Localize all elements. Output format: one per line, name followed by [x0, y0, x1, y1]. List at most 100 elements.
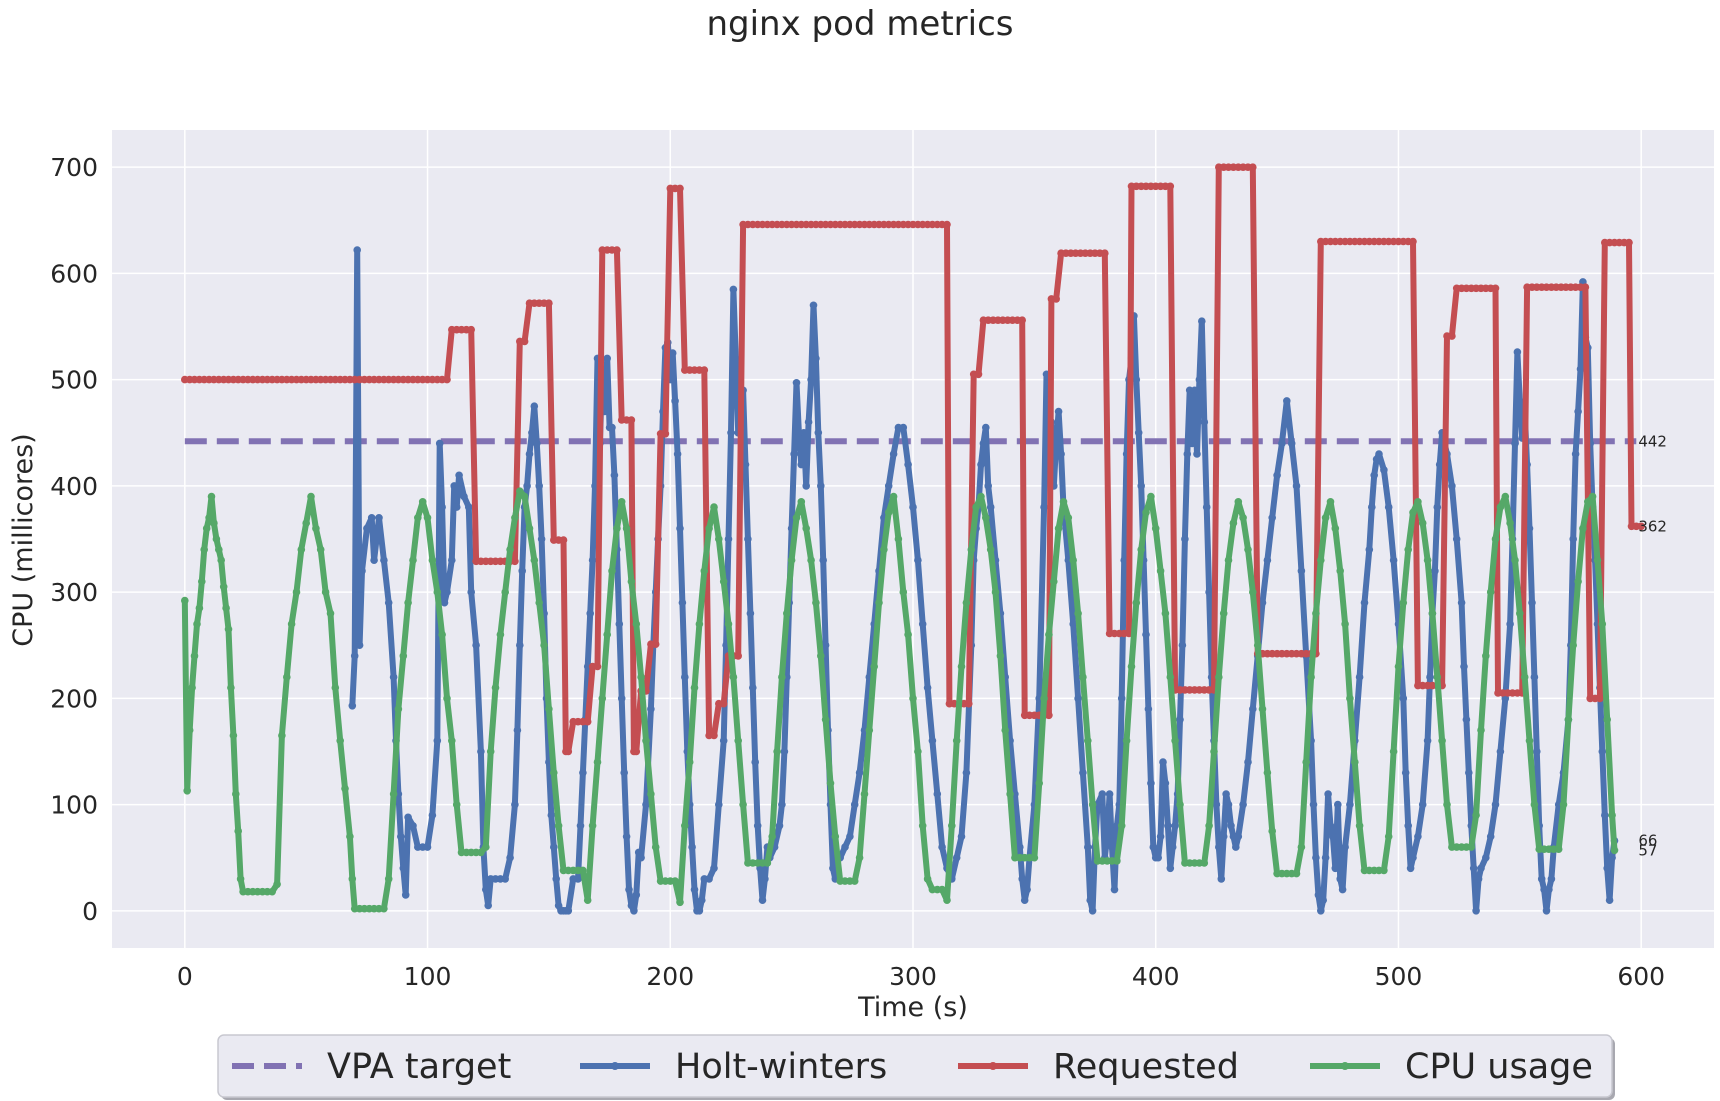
legend: VPA target Holt-winters Requested CPU usage: [217, 1034, 1615, 1100]
data-point-holt: [511, 800, 519, 809]
data-point-holt: [1491, 800, 1500, 809]
data-point-holt: [1147, 779, 1155, 788]
data-point-holt: [800, 429, 808, 437]
data-point-holt: [1601, 811, 1609, 819]
data-point-cpu: [554, 822, 563, 830]
data-point-cpu: [232, 790, 240, 798]
data-point-cpu: [598, 694, 607, 703]
data-point-cpu: [724, 620, 733, 628]
data-point-cpu: [1321, 514, 1330, 522]
data-point-cpu: [1224, 556, 1233, 564]
legend-entry-holt: Holt-winters: [580, 1047, 887, 1087]
data-point-holt: [914, 556, 922, 564]
data-point-cpu: [1418, 519, 1427, 527]
data-point-holt: [1317, 907, 1325, 915]
data-point-cpu: [787, 556, 796, 564]
legend-label: Requested: [1053, 1047, 1239, 1087]
data-point-holt: [1324, 790, 1332, 798]
data-point-cpu: [899, 588, 908, 596]
data-point-cpu: [1059, 498, 1068, 506]
data-point-holt: [1232, 843, 1240, 851]
data-point-holt: [1164, 822, 1172, 830]
data-point-cpu: [1477, 726, 1485, 734]
data-point-holt: [506, 853, 514, 862]
data-point-cpu: [671, 877, 679, 885]
data-point-holt: [537, 535, 546, 543]
legend-label: VPA target: [327, 1047, 511, 1087]
data-point-holt: [1183, 450, 1192, 458]
data-point-cpu: [501, 588, 510, 596]
y-tick-label: 700: [50, 153, 98, 182]
data-point-holt: [637, 853, 645, 862]
data-point-holt: [523, 482, 531, 490]
data-point-cpu: [1263, 768, 1272, 777]
y-tick-label: 600: [50, 259, 98, 288]
data-point-holt: [1370, 471, 1378, 480]
data-point-requested: [559, 536, 568, 544]
data-point-cpu: [1389, 747, 1398, 756]
data-point-holt: [1188, 439, 1196, 448]
data-point-holt: [1244, 758, 1252, 766]
data-point-holt: [1321, 853, 1330, 862]
data-point-cpu: [938, 885, 946, 894]
data-point-cpu: [183, 787, 191, 795]
data-point-requested: [965, 699, 973, 708]
data-point-cpu: [200, 545, 208, 554]
data-point-requested: [1448, 332, 1456, 340]
data-point-cpu: [331, 683, 340, 692]
data-point-holt: [1389, 556, 1398, 564]
data-point-holt: [375, 514, 383, 522]
data-point-requested: [1491, 284, 1500, 293]
data-point-holt: [841, 843, 849, 851]
legend-marker: [989, 1062, 997, 1070]
data-point-cpu: [540, 641, 548, 649]
data-point-holt: [1178, 641, 1187, 649]
data-point-requested: [734, 652, 742, 660]
data-point-requested: [1045, 711, 1053, 720]
data-point-cpu: [1511, 556, 1519, 564]
x-axis-label: Time (s): [857, 992, 968, 1023]
data-point-requested: [627, 416, 636, 424]
data-point-cpu: [1045, 630, 1053, 639]
data-point-holt: [705, 875, 713, 883]
data-point-holt: [608, 423, 616, 432]
end-value-label: 57: [1638, 841, 1657, 859]
data-point-holt: [1273, 471, 1281, 480]
data-point-cpu: [287, 620, 296, 628]
data-point-requested: [564, 747, 573, 756]
data-point-cpu: [923, 875, 932, 883]
data-point-cpu: [341, 784, 349, 793]
data-point-requested: [632, 747, 641, 756]
data-point-holt: [535, 482, 543, 490]
data-point-holt: [525, 450, 534, 458]
data-point-cpu: [977, 492, 985, 501]
data-point-cpu: [1161, 609, 1170, 618]
data-point-requested: [545, 299, 553, 308]
series-holt: [348, 246, 1619, 915]
data-point-holt: [1380, 466, 1388, 474]
data-point-holt: [1329, 832, 1337, 841]
data-point-cpu: [1142, 508, 1150, 517]
data-point-cpu: [1394, 662, 1403, 671]
data-point-requested: [443, 375, 451, 384]
data-point-holt: [516, 641, 524, 649]
data-point-holt: [1409, 853, 1417, 862]
data-point-cpu: [1127, 662, 1136, 671]
data-point-holt: [797, 460, 806, 469]
data-point-holt: [610, 471, 619, 480]
data-point-cpu: [1438, 737, 1446, 745]
data-point-holt: [933, 790, 942, 798]
data-point-cpu: [889, 492, 898, 501]
data-point-cpu: [1588, 492, 1597, 501]
data-point-cpu: [880, 545, 888, 554]
data-point-cpu: [715, 535, 723, 543]
data-point-holt: [957, 832, 966, 841]
data-point-cpu: [336, 737, 345, 745]
data-point-cpu: [763, 859, 772, 867]
data-point-holt: [899, 423, 908, 432]
data-point-holt: [790, 450, 798, 458]
data-point-holt: [690, 885, 699, 894]
data-point-cpu: [1151, 524, 1160, 533]
data-point-holt: [1513, 348, 1522, 356]
data-point-holt: [1098, 790, 1107, 798]
